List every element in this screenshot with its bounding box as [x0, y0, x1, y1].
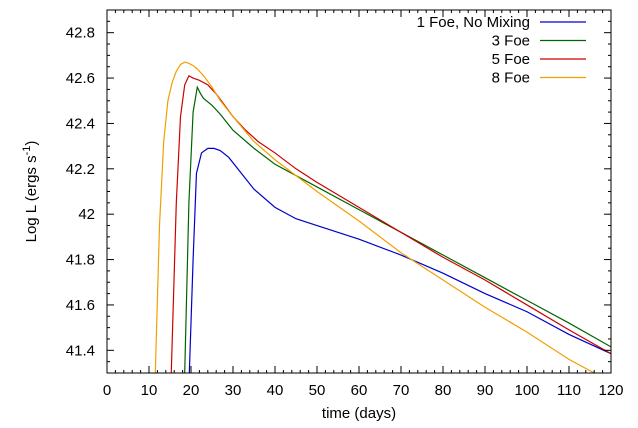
x-tick-label: 40 — [267, 382, 284, 399]
y-axis-title-superscript: -1 — [21, 146, 33, 156]
plot-frame — [106, 9, 612, 374]
series-line-3 — [170, 74, 611, 373]
y-tick-label: 42.6 — [66, 70, 95, 87]
axis-ticks — [106, 9, 612, 374]
x-tick-label: 30 — [225, 382, 242, 399]
x-tick-label: 120 — [598, 382, 623, 399]
y-tick-label: 41.6 — [66, 297, 95, 314]
x-tick-label: 110 — [557, 382, 581, 399]
legend-label-2: 3 Foe — [492, 33, 530, 50]
x-axis-title: time (days) — [322, 405, 396, 422]
tick-labels: 0 10 20 30 40 50 60 70 80 90 100 110 120 41.4 41.6 41.8… — [66, 25, 624, 399]
x-tick-label: 50 — [309, 382, 326, 399]
y-tick-label: 42.4 — [66, 115, 95, 132]
legend-label-4: 8 Foe — [492, 70, 530, 87]
series-line-1 — [188, 147, 611, 373]
series-line-4 — [154, 61, 595, 373]
y-axis-title: Log L (ergs s-1) — [21, 141, 40, 243]
y-axis-title-main: Log L (ergs s — [23, 155, 40, 242]
series-line-2 — [184, 85, 611, 373]
x-tick-label: 0 — [103, 382, 111, 399]
legend-label-3: 5 Foe — [492, 51, 530, 68]
x-tick-label: 100 — [514, 382, 539, 399]
y-tick-label: 42.8 — [66, 25, 95, 42]
x-tick-label: 20 — [183, 382, 200, 399]
y-tick-label: 41.8 — [66, 252, 95, 269]
x-tick-label: 70 — [393, 382, 410, 399]
x-tick-label: 80 — [435, 382, 452, 399]
y-tick-label: 41.4 — [66, 342, 95, 359]
x-tick-label: 60 — [351, 382, 368, 399]
x-tick-label: 10 — [141, 382, 158, 399]
y-axis-title-close: ) — [23, 141, 40, 146]
legend-label-1: 1 Foe, No Mixing — [417, 14, 530, 31]
x-tick-label: 90 — [477, 382, 494, 399]
y-tick-label: 42 — [78, 206, 95, 223]
plot-area — [106, 9, 612, 374]
y-tick-label: 42.2 — [66, 161, 95, 178]
